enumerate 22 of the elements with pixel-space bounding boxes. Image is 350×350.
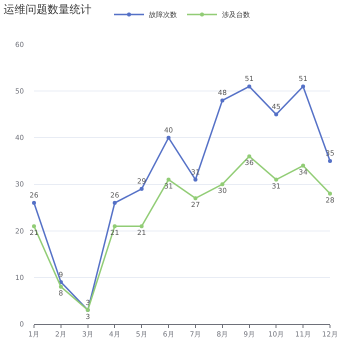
point [140,186,144,191]
point [193,178,198,182]
point [166,136,171,140]
point [301,84,306,88]
point [220,98,224,102]
point [112,200,117,205]
point [328,158,332,163]
point [140,224,144,228]
point [58,284,63,289]
point [247,154,252,158]
point [193,196,198,200]
point [274,112,278,116]
point [274,178,278,182]
chart-title: 运维问题数量统计 [4,2,92,16]
point [112,224,117,228]
point [32,200,36,205]
point [220,182,224,186]
point [247,84,252,88]
point [328,192,332,196]
point [32,224,36,228]
point [166,178,171,182]
point [301,164,306,168]
